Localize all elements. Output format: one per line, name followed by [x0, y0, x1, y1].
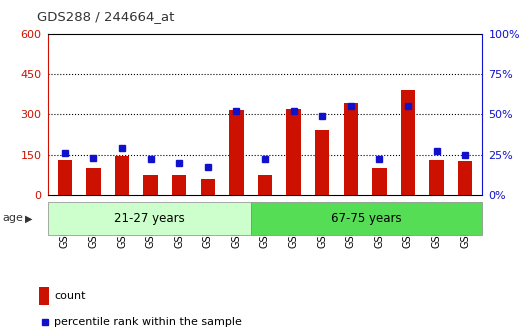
Bar: [251, 202, 482, 235]
Text: 67-75 years: 67-75 years: [331, 212, 402, 225]
Text: 21-27 years: 21-27 years: [114, 212, 184, 225]
Bar: [372, 168, 386, 195]
Bar: [39, 287, 49, 305]
Bar: [48, 202, 251, 235]
Text: ▶: ▶: [25, 213, 33, 223]
Text: age: age: [3, 213, 23, 223]
Bar: [343, 103, 358, 195]
Bar: [258, 175, 272, 195]
Bar: [58, 160, 72, 195]
Text: GDS288 / 244664_at: GDS288 / 244664_at: [37, 10, 174, 23]
Bar: [458, 161, 472, 195]
Text: count: count: [54, 291, 85, 301]
Bar: [201, 179, 215, 195]
Bar: [286, 109, 301, 195]
Bar: [86, 168, 101, 195]
Bar: [315, 130, 329, 195]
Bar: [115, 156, 129, 195]
Bar: [172, 175, 187, 195]
Text: percentile rank within the sample: percentile rank within the sample: [54, 317, 242, 327]
Bar: [229, 110, 244, 195]
Bar: [401, 90, 415, 195]
Bar: [144, 175, 158, 195]
Bar: [429, 160, 444, 195]
